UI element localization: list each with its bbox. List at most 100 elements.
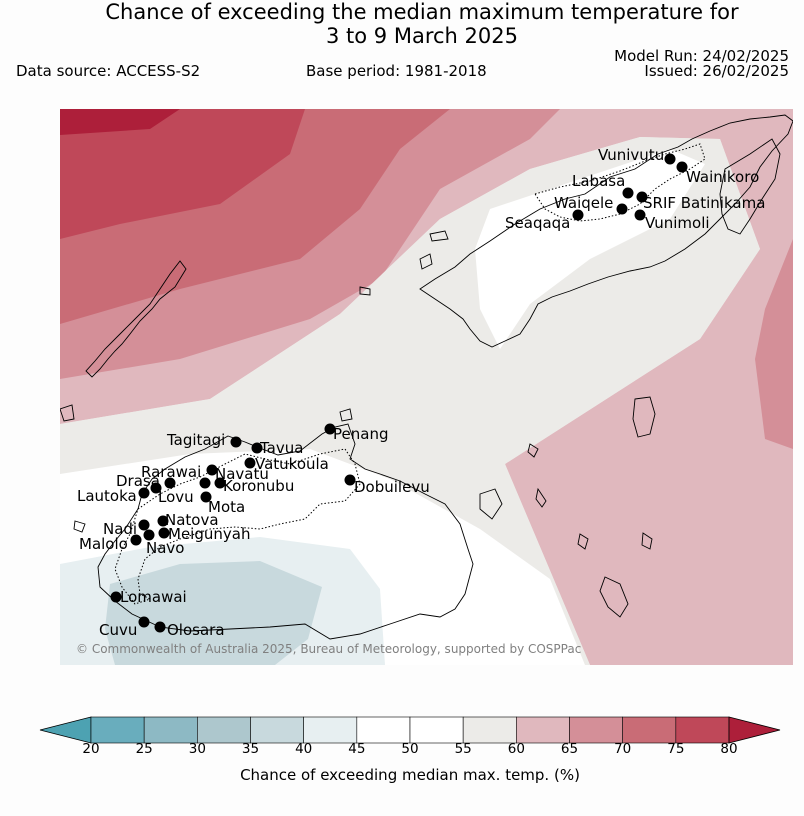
island-nw-1 [429, 230, 449, 242]
colorbar-segment [250, 716, 304, 744]
station-natova[interactable]: Natova [157, 511, 219, 529]
svg-text:Seaqaqa: Seaqaqa [505, 214, 570, 232]
colorbar-tick-label: 75 [667, 741, 684, 753]
station-tavua[interactable]: Tavua [251, 439, 304, 457]
station-drasa[interactable]: Drasa [116, 472, 176, 490]
station-vunimoli[interactable]: Vunimoli [634, 209, 710, 233]
station-lovu[interactable]: Lovu [150, 482, 194, 507]
colorbar-extend-low [39, 716, 92, 744]
station-malolo[interactable]: Malolo [79, 534, 142, 554]
station-nadi[interactable]: Nadi [103, 519, 150, 539]
svg-text:Vatukoula: Vatukoula [255, 455, 329, 473]
station-mota[interactable]: Mota [200, 491, 246, 517]
svg-text:Lomawai: Lomawai [120, 588, 187, 606]
colorbar-tick-label: 30 [189, 741, 206, 753]
colorbar-segment [356, 716, 411, 744]
colorbar-tick-label: 55 [455, 741, 472, 753]
colorbar-tick-label: 80 [720, 741, 737, 753]
title-line-2: 3 to 9 March 2025 [326, 24, 518, 48]
station-vatukoula[interactable]: Vatukoula [244, 455, 329, 473]
island-mid-1 [527, 443, 539, 458]
colorbar-segment [409, 716, 464, 744]
colorbar-segment [90, 716, 145, 744]
station-wainikoro[interactable]: Wainikoro [676, 161, 760, 187]
viti-levu-coast [97, 423, 474, 640]
colorbar-tick-label: 50 [401, 741, 418, 753]
svg-text:Waiqele: Waiqele [554, 194, 613, 212]
island-w-1 [359, 286, 371, 296]
island-e-1 [577, 533, 589, 550]
probability-map: Vunivutu Wainikoro Labasa Waiqele SRIF B… [60, 109, 793, 665]
colorbar-ticks: 20 25 30 35 40 45 50 55 60 65 70 75 80 [82, 741, 737, 753]
district-boundaries [114, 143, 706, 605]
colorbar-segment [303, 716, 358, 744]
colorbar-segment [143, 716, 198, 744]
title-line-1: Chance of exceeding the median maximum t… [105, 0, 739, 24]
svg-text:Penang: Penang [333, 425, 388, 443]
svg-text:Lovu: Lovu [158, 488, 194, 506]
station-lautoka[interactable]: Lautoka [77, 487, 150, 505]
station-seaqaqa[interactable]: Seaqaqa [505, 209, 584, 233]
station-srif-batinikama[interactable]: SRIF Batinikama [636, 191, 766, 213]
colorbar-tick-label: 65 [561, 741, 578, 753]
colorbar-segment [675, 716, 730, 744]
colorbar-tick-label: 60 [508, 741, 525, 753]
colorbar-segment [462, 716, 517, 744]
station-tagitagi[interactable]: Tagitagi [166, 431, 242, 449]
svg-text:Cuvu: Cuvu [99, 621, 137, 639]
copyright-notice: © Commonwealth of Australia 2025, Bureau… [76, 642, 581, 656]
svg-text:Koronubu: Koronubu [223, 477, 294, 495]
model-run-label: Model Run: 24/02/2025 [614, 47, 789, 65]
colorbar-label: Chance of exceeding median max. temp. (%… [240, 766, 580, 784]
svg-text:Navatu: Navatu [215, 465, 269, 483]
island-se-1 [599, 576, 629, 618]
svg-text:Tavua: Tavua [259, 439, 303, 457]
svg-text:Navo: Navo [146, 539, 184, 557]
station-rarawai[interactable]: Rarawai [141, 463, 218, 481]
station-navatu[interactable]: Navatu [199, 465, 269, 489]
svg-text:Vunimoli: Vunimoli [645, 214, 710, 232]
station-navo[interactable]: Navo [143, 529, 185, 558]
base-period-label: Base period: 1981-2018 [306, 62, 487, 80]
vanua-levu-coast [419, 114, 793, 348]
colorbar-tick-label: 70 [614, 741, 631, 753]
svg-text:Nadi: Nadi [103, 520, 137, 538]
colorbar-segment [197, 716, 251, 744]
svg-text:Labasa: Labasa [572, 172, 625, 190]
svg-text:SRIF Batinikama: SRIF Batinikama [643, 194, 765, 212]
issued-label: Issued: 26/02/2025 [644, 62, 789, 80]
band-45-55-north [475, 149, 705, 349]
colorbar-segment [622, 716, 677, 744]
island-nw-2 [419, 253, 433, 270]
colorbar-tick-label: 40 [295, 741, 312, 753]
kadavu-coast [632, 396, 656, 438]
station-olosara[interactable]: Olosara [154, 621, 225, 639]
colorbar-tick-label: 25 [136, 741, 153, 753]
band-75-80 [60, 109, 305, 239]
island-sw-1 [479, 488, 503, 520]
station-waiqele[interactable]: Waiqele [554, 194, 628, 215]
svg-text:Dobuilevu: Dobuilevu [354, 478, 430, 496]
island-w-3 [73, 520, 86, 533]
data-source-label: Data source: ACCESS-S2 [16, 62, 201, 80]
station-dobuilevu[interactable]: Dobuilevu [344, 474, 430, 497]
band-above-80 [60, 109, 180, 135]
svg-text:Natova: Natova [165, 511, 219, 529]
station-koronubu[interactable]: Koronubu [214, 477, 295, 495]
station-meigunyah[interactable]: Meigunyah [158, 525, 251, 543]
coastlines [60, 114, 793, 640]
colorbar-segment [569, 716, 623, 744]
station-markers: Vunivutu Wainikoro Labasa Waiqele SRIF B… [77, 146, 765, 639]
band-35-40 [105, 561, 322, 665]
svg-text:Drasa: Drasa [116, 472, 160, 490]
station-penang[interactable]: Penang [324, 423, 389, 444]
station-lomawai[interactable]: Lomawai [110, 588, 187, 606]
station-labasa[interactable]: Labasa [572, 172, 634, 199]
station-vunivutu[interactable]: Vunivutu [598, 146, 676, 165]
yasawa-chain [85, 260, 187, 378]
svg-text:Wainikoro: Wainikoro [686, 168, 759, 186]
station-cuvu[interactable]: Cuvu [99, 616, 150, 640]
svg-text:Olosara: Olosara [167, 621, 225, 639]
svg-text:Lautoka: Lautoka [77, 487, 137, 505]
island-w-2 [60, 404, 75, 422]
